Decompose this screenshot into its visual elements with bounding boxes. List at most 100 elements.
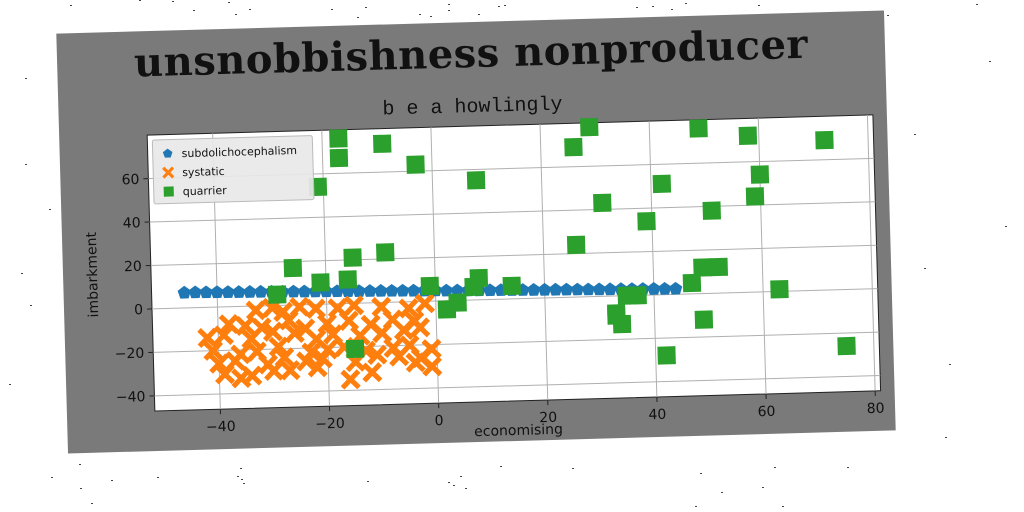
data-point: [581, 282, 595, 296]
data-point: [593, 193, 612, 213]
noise-speck: [21, 273, 23, 274]
data-point: [628, 286, 647, 305]
x-tick-label: 80: [867, 401, 885, 417]
noise-speck: [51, 477, 53, 478]
y-grid-line: [150, 244, 877, 266]
figure-card: unsnobbishness nonproducer b e a howling…: [56, 10, 896, 454]
noise-speck: [139, 0, 141, 1]
noise-speck: [49, 209, 51, 210]
data-point: [243, 285, 257, 298]
data-point: [837, 336, 856, 356]
data-point: [405, 352, 426, 373]
data-point: [770, 279, 789, 299]
data-point: [414, 293, 436, 314]
legend-entry: subdolichocephalism: [162, 144, 298, 160]
data-point: [340, 369, 361, 390]
data-point: [283, 258, 303, 278]
series-systatic: [197, 293, 443, 390]
legend-marker: [162, 148, 173, 158]
noise-speck: [500, 466, 502, 467]
legend-label: quarrier: [183, 184, 228, 198]
noise-speck: [989, 61, 991, 62]
data-point: [254, 284, 268, 298]
data-point: [815, 130, 834, 150]
data-point: [570, 282, 584, 296]
noise-speck: [460, 476, 462, 477]
data-point: [343, 248, 362, 267]
data-point: [409, 317, 431, 338]
noise-speck: [91, 503, 93, 504]
data-point: [437, 300, 457, 319]
data-point: [286, 284, 301, 298]
noise-speck: [448, 10, 450, 11]
noise-speck: [243, 483, 245, 484]
y-grid-line: [154, 375, 881, 397]
data-point: [363, 284, 377, 297]
data-point: [305, 298, 327, 319]
data-point: [268, 336, 289, 357]
noise-speck: [636, 7, 638, 8]
legend-box: [151, 135, 315, 205]
x-tick-label: 40: [648, 407, 666, 423]
data-point: [421, 356, 443, 377]
legend-label: subdolichocephalism: [182, 144, 298, 160]
noise-speck: [9, 384, 11, 385]
data-point: [745, 187, 765, 206]
noise-speck: [478, 14, 480, 15]
noise-speck: [25, 164, 27, 165]
data-point: [603, 282, 617, 296]
noise-speck: [172, 1, 174, 2]
noise-speck: [70, 5, 72, 6]
data-point: [232, 285, 246, 298]
x-grid-line: [539, 124, 549, 401]
data-point: [297, 284, 312, 298]
data-point: [738, 126, 758, 146]
legend-marker: [163, 186, 174, 197]
noise-speck: [671, 9, 673, 10]
data-series: [177, 117, 856, 390]
x-grid-line: [321, 130, 330, 407]
noise-speck: [572, 468, 574, 469]
data-point: [376, 243, 395, 262]
data-point: [548, 282, 563, 296]
data-point: [694, 310, 714, 329]
data-point: [647, 282, 661, 295]
x-axis-label: economising: [474, 422, 563, 440]
data-point: [607, 306, 626, 325]
noise-speck: [157, 477, 159, 478]
data-point: [338, 310, 360, 331]
x-grid-line: [757, 118, 767, 394]
noise-speck: [949, 364, 951, 365]
data-point: [235, 315, 256, 337]
data-point: [177, 285, 191, 299]
data-point: [750, 165, 770, 184]
data-point: [218, 313, 240, 335]
data-point: [502, 276, 522, 296]
x-grid-line: [866, 115, 876, 391]
y-tick-label: 60: [121, 172, 139, 188]
x-tick-label: 60: [757, 404, 775, 420]
noise-speck: [945, 437, 947, 438]
noise-speck: [228, 2, 230, 3]
data-point: [374, 283, 388, 297]
y-tick-label: 20: [124, 259, 142, 275]
noise-speck: [193, 10, 195, 11]
noise-speck: [448, 482, 450, 483]
data-point: [406, 155, 425, 174]
noise-speck: [774, 467, 776, 468]
data-point: [559, 282, 574, 296]
data-point: [345, 339, 365, 359]
data-point: [395, 283, 410, 297]
noise-speck: [504, 5, 506, 6]
data-point: [388, 346, 410, 367]
data-point: [278, 310, 300, 331]
data-point: [188, 285, 202, 299]
noise-speck: [240, 468, 242, 469]
data-point: [208, 353, 230, 374]
y-tick-label: 0: [134, 302, 143, 318]
data-point: [669, 281, 683, 295]
legend-entry: quarrier: [163, 184, 228, 198]
data-point: [450, 283, 464, 297]
data-point: [406, 283, 421, 297]
